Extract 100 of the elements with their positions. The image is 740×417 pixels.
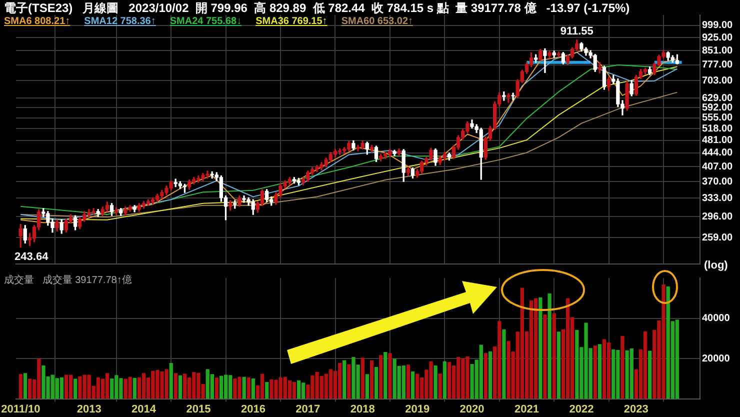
bar: [178, 375, 182, 399]
bar: [219, 376, 224, 399]
y-tick-label: 444.00: [702, 148, 734, 159]
bar: [132, 378, 136, 399]
y-tick-label: 333.00: [702, 192, 734, 204]
bar: [28, 378, 32, 399]
bar: [648, 350, 652, 399]
bar: [406, 364, 410, 399]
y-tick-label: 259.00: [702, 232, 734, 244]
bar: [442, 361, 447, 399]
bar: [246, 377, 250, 399]
bar: [365, 374, 370, 399]
bar: [593, 346, 597, 399]
bar: [174, 373, 178, 399]
candlestick: [543, 48, 547, 73]
bar: [402, 365, 406, 399]
y-tick-label: 777.00: [702, 60, 734, 71]
y-tick-label: 20000: [702, 353, 730, 364]
bar: [169, 363, 173, 399]
bar: [538, 297, 542, 399]
bar: [598, 344, 602, 399]
candlestick: [502, 92, 506, 101]
bar: [488, 351, 492, 399]
bar: [643, 331, 648, 399]
annotation: 911.55: [560, 25, 594, 38]
x-tick-label: 2022: [569, 403, 594, 416]
y-tick-label: 851.00: [702, 45, 734, 56]
bar: [606, 342, 611, 399]
bar: [502, 329, 506, 399]
bar: [438, 374, 442, 399]
bar: [251, 378, 256, 399]
y-tick-label: 407.00: [702, 161, 734, 172]
y-tick-label: 925.00: [702, 32, 734, 44]
bar: [370, 360, 374, 399]
y-tick-label: 518.00: [702, 123, 734, 134]
bar: [529, 300, 534, 399]
bar: [360, 358, 364, 399]
bar: [64, 374, 68, 399]
bar: [548, 293, 552, 399]
text: SMA6 808.21↑: [4, 16, 70, 27]
x-tick-label: 2020: [460, 403, 484, 416]
y-tick-label: 592.00: [702, 102, 734, 114]
bar: [214, 378, 219, 399]
bar: [96, 378, 100, 399]
bar: [18, 374, 23, 399]
bar: [74, 378, 78, 399]
bar: [137, 377, 142, 399]
bar: [566, 298, 570, 399]
candlestick: [511, 92, 515, 100]
y-tick-label: 481.00: [702, 135, 734, 146]
x-tick-label: 2015: [186, 403, 211, 416]
y-tick-label: 370.00: [702, 176, 734, 188]
y-tick-label: 40000: [702, 313, 730, 324]
bar: [60, 377, 64, 399]
x-tick-label: 2021: [514, 403, 539, 416]
x-tick-label: 2011/10: [1, 403, 40, 416]
bar: [602, 339, 606, 399]
bar: [479, 344, 483, 399]
bar: [620, 336, 624, 399]
bar: [384, 352, 388, 399]
bar: [410, 371, 415, 399]
bar: [379, 355, 383, 399]
x-tick-label: 2013: [76, 403, 102, 416]
bar: [543, 314, 547, 399]
y-tick-label: 629.00: [702, 92, 734, 104]
bar: [675, 320, 680, 399]
bar: [374, 367, 378, 399]
chart-title: 成交量 成交量 39177.78↑億: [4, 274, 132, 287]
bar: [556, 332, 560, 399]
bar: [328, 369, 333, 399]
y-tick-label: 555.00: [702, 112, 734, 124]
bar: [296, 380, 301, 399]
bar: [265, 382, 269, 399]
bar: [260, 374, 264, 399]
bar: [288, 380, 292, 399]
x-tick-label: 2019: [405, 403, 430, 416]
y-tick-label: 296.00: [702, 211, 734, 222]
bar: [242, 376, 246, 399]
y-tick-label: 703.00: [702, 75, 734, 86]
bar: [23, 373, 28, 399]
y-tick-label: 999.00: [702, 20, 734, 32]
bar: [484, 352, 488, 399]
bar: [447, 362, 452, 399]
bar: [347, 364, 351, 399]
bar: [292, 382, 296, 399]
x-tick-label: 2018: [350, 403, 375, 416]
bar: [520, 288, 524, 399]
bar: [338, 363, 342, 399]
x-tick-label: 2023: [624, 403, 648, 416]
x-tick-label: 2014: [132, 403, 157, 416]
text: SMA36 769.15↑: [256, 16, 328, 27]
chart-title: 電子(TSE23) 月線圖 2023/10/02 開 799.96 高 829.89 低 782.44 收 784.15 s 點 量 39177.78 億 -13.97 (-1.75%): [4, 0, 630, 17]
x-tick-label: 2017: [296, 403, 320, 416]
text: SMA24 755.68↓: [170, 16, 242, 27]
bar: [552, 313, 556, 399]
x-tick-label: 2016: [240, 403, 266, 416]
bar: [388, 353, 392, 399]
candlestick: [506, 93, 510, 103]
text: SMA12 758.36↑: [84, 16, 156, 27]
bar: [434, 365, 438, 399]
